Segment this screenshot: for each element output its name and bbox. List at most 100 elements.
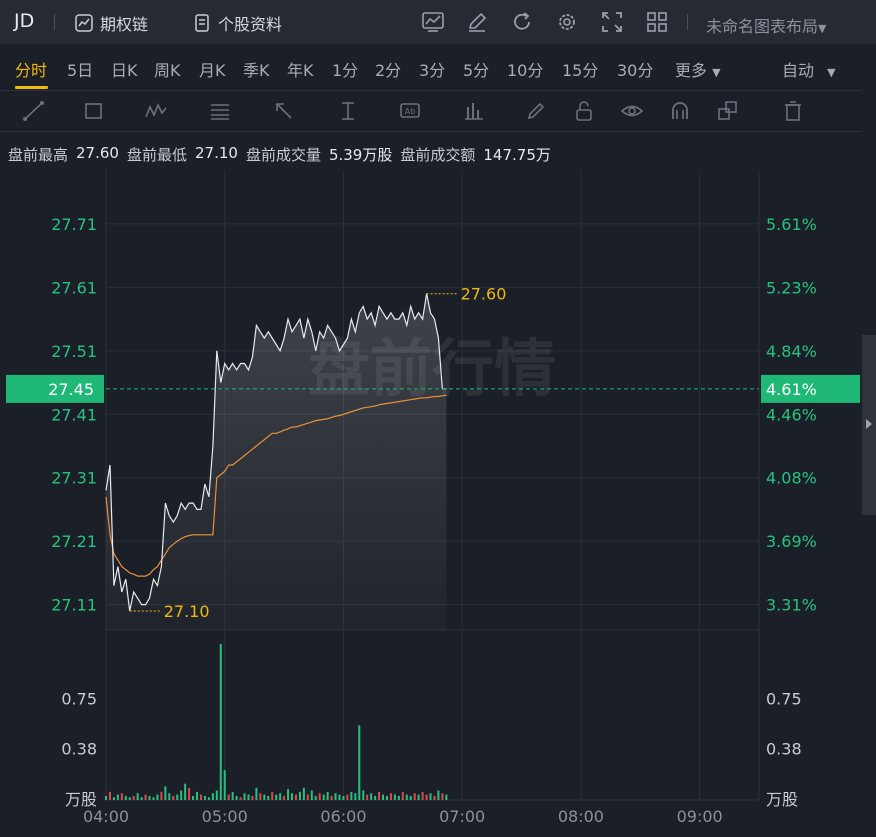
volume-bar [389, 793, 392, 800]
volume-bar [417, 794, 420, 800]
volume-bar [421, 791, 424, 800]
more-timeframes-dropdown[interactable]: 更多 ▼ [675, 57, 721, 81]
timeframe-tab[interactable]: 30分 [617, 61, 654, 80]
settings-gear-icon[interactable] [554, 9, 580, 35]
drawing-toolbar: Ab [0, 90, 862, 132]
symbol-label[interactable]: JD [14, 10, 35, 32]
volume-bar [310, 790, 313, 800]
volume-unit-label: 万股 [766, 790, 798, 809]
pct-tick-label: 4.46% [766, 405, 817, 424]
eye-icon[interactable] [620, 99, 644, 123]
pct-tick-label: 3.31% [766, 596, 817, 615]
volume-bar [180, 790, 183, 800]
premarket-volume-label: 盘前成交量 [245, 146, 321, 164]
volume-bar [203, 795, 206, 800]
layout-dropdown[interactable]: 未命名图表布局▼ [706, 13, 826, 37]
volume-bar [271, 791, 274, 800]
layers-icon[interactable] [716, 99, 740, 123]
volume-bar [294, 794, 297, 800]
fibonacci-icon[interactable] [208, 99, 232, 123]
volume-bar [445, 794, 448, 800]
pencil-icon[interactable] [524, 99, 548, 123]
volume-bar [370, 793, 373, 800]
current-pct-tag [761, 374, 860, 403]
caret-down-icon: ▼ [818, 22, 827, 35]
divider [54, 14, 55, 30]
magnet-icon[interactable] [668, 99, 692, 123]
volume-bar [172, 795, 175, 800]
volume-unit-label: 万股 [65, 790, 97, 809]
edit-icon[interactable] [464, 9, 490, 35]
premarket-high-label: 盘前最高 [8, 146, 69, 164]
options-chain-button[interactable]: 期权链 [74, 11, 148, 35]
volume-bar [385, 795, 388, 800]
price-tick-label: 27.31 [51, 469, 97, 488]
timeframe-tab[interactable]: 季K [243, 61, 270, 80]
timeframe-tab[interactable]: 周K [154, 61, 181, 80]
volume-bar [255, 787, 258, 800]
volume-bar [160, 791, 163, 800]
timeframe-tab[interactable]: 5分 [463, 61, 490, 80]
volume-bar [401, 791, 404, 800]
volume-bar [267, 795, 270, 800]
price-area-fill [106, 293, 447, 630]
pct-tick-label: 5.61% [766, 215, 817, 234]
timeframe-tab[interactable]: 10分 [507, 61, 544, 80]
volume-tick-label: 0.75 [766, 689, 802, 708]
price-line [105, 293, 447, 612]
side-panel-toggle[interactable] [862, 335, 876, 515]
rectangle-icon[interactable] [82, 99, 106, 123]
caret-down-icon: ▼ [827, 66, 836, 79]
volume-bar [211, 793, 214, 800]
timeframe-tab[interactable]: 1分 [332, 61, 359, 80]
premarket-high-value: 27.60 [76, 144, 119, 162]
volume-bar [441, 793, 444, 800]
price-tick-label: 27.41 [51, 405, 97, 424]
volume-bar [334, 793, 337, 800]
measure-icon[interactable] [336, 99, 360, 123]
volume-bar [231, 791, 234, 800]
pattern-icon[interactable] [144, 99, 168, 123]
volume-bar [219, 644, 222, 800]
fullscreen-icon[interactable] [599, 9, 625, 35]
stock-profile-button[interactable]: 个股资料 [192, 11, 282, 35]
refresh-icon[interactable] [509, 9, 535, 35]
layout-name: 未命名图表布局 [706, 17, 819, 36]
timeframe-tab[interactable]: 月K [199, 61, 226, 80]
trend-line-icon[interactable] [22, 99, 46, 123]
timeframe-tab[interactable]: 分时 [15, 61, 48, 80]
x-tick-label: 08:00 [558, 807, 604, 826]
trash-icon[interactable] [781, 99, 805, 123]
chart-type-icon[interactable] [420, 9, 446, 35]
volume-bar [259, 793, 262, 800]
x-tick-label: 04:00 [83, 807, 129, 826]
grid-layout-icon[interactable] [644, 9, 670, 35]
pct-tick-label: 4.84% [766, 342, 817, 361]
x-tick-label: 05:00 [202, 807, 248, 826]
volume-bar [164, 786, 167, 800]
timeframe-tab[interactable]: 年K [287, 61, 314, 80]
volume-bar [120, 793, 123, 800]
volume-bar [326, 791, 329, 800]
intraday-chart[interactable]: 04:00 05:00 06:00 07:00 08:00 09:00 27.71 5.61%… [0, 170, 862, 837]
volume-bar [382, 794, 385, 800]
timeframe-tab[interactable]: 2分 [375, 61, 402, 80]
volume-bar [199, 794, 202, 800]
timeframe-tab[interactable]: 5日 [67, 61, 94, 80]
volume-bar [124, 795, 127, 800]
pct-tick-label: 5.23% [766, 278, 817, 297]
timeframe-tab[interactable]: 15分 [562, 61, 599, 80]
arrow-icon[interactable] [272, 99, 296, 123]
indicator-icon[interactable] [462, 99, 486, 123]
timeframe-bar: 分时 5日 日K 周K 月K 季K 年K 1分 2分 3分 5分 10分 15分… [0, 44, 876, 90]
lock-icon[interactable] [572, 99, 596, 123]
volume-tick-label: 0.38 [61, 739, 97, 758]
volume-bar [148, 795, 151, 800]
timeframe-tab[interactable]: 3分 [419, 61, 446, 80]
volume-bar [378, 791, 381, 800]
price-tick-label: 27.21 [51, 532, 97, 551]
scale-mode-dropdown[interactable]: 自动 ▼ [782, 57, 836, 81]
timeframe-tab[interactable]: 日K [111, 61, 138, 80]
current-price-value: 27.45 [48, 380, 94, 399]
text-annotation-icon[interactable]: Ab [398, 99, 422, 123]
